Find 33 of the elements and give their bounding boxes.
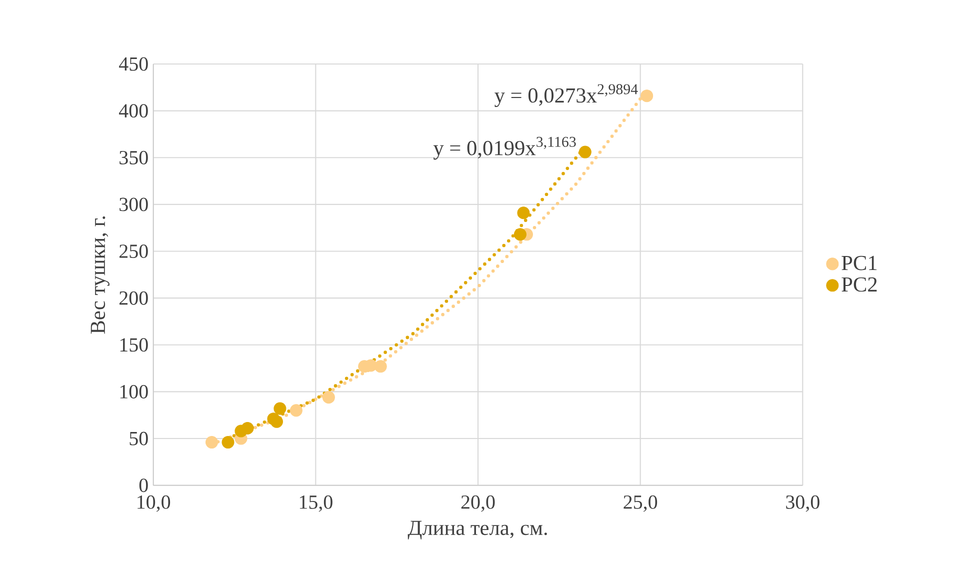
annotation: y = 0,0199x$^{3,1163}$ — [433, 136, 576, 160]
point — [206, 436, 218, 448]
point — [517, 206, 530, 219]
y-axis-title: Вес тушки, г. — [90, 216, 110, 334]
y-tick-label: 150 — [120, 338, 148, 352]
y-tick-label: 400 — [119, 104, 148, 118]
point — [578, 146, 592, 158]
x-tick-label: 20,0 — [461, 495, 495, 512]
point — [640, 89, 654, 102]
x-tick-label: 15,0 — [300, 495, 332, 512]
annotation: y = 0,0273x$^{2,9894}$ — [494, 84, 638, 107]
y-tick-label: 0 — [139, 478, 148, 492]
x-tick-label: 30,0 — [786, 495, 820, 512]
point — [241, 422, 254, 434]
y-tick-label: 450 — [119, 57, 148, 71]
legend-label: PC1 — [842, 256, 877, 270]
point — [322, 390, 335, 404]
y-tick-label: 300 — [120, 198, 148, 212]
point — [270, 415, 283, 428]
point — [374, 360, 387, 373]
y-tick-label: 100 — [120, 384, 148, 398]
x-axis-title: Длина тела, см. — [408, 520, 547, 540]
y-tick-label: 200 — [120, 291, 148, 305]
point — [222, 436, 234, 448]
y-tick-label: 250 — [120, 244, 148, 258]
y-tick-label: 50 — [130, 432, 148, 446]
legend-label: PC2 — [842, 277, 877, 292]
x-tick-label: 10,0 — [138, 495, 170, 512]
point — [274, 402, 286, 415]
x-tick-label: 25,0 — [624, 495, 658, 512]
point — [290, 404, 302, 417]
point — [514, 228, 526, 241]
y-tick-label: 350 — [120, 150, 148, 164]
